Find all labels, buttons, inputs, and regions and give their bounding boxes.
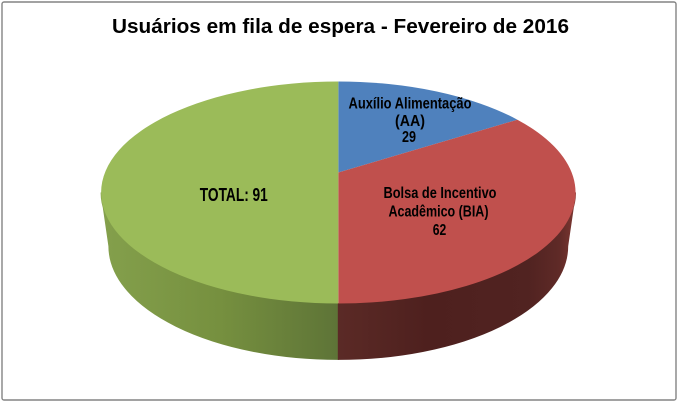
svg-text:Auxílio Alimentação: Auxílio Alimentação	[349, 96, 472, 113]
svg-text:Acadêmico (BIA): Acadêmico (BIA)	[389, 204, 489, 221]
svg-text:Bolsa de Incentivo: Bolsa de Incentivo	[384, 185, 497, 202]
svg-text:29: 29	[402, 129, 416, 146]
svg-text:(AA): (AA)	[395, 113, 425, 130]
svg-text:TOTAL: 91: TOTAL: 91	[200, 185, 268, 205]
svg-text:62: 62	[433, 222, 447, 239]
svg-text:Usuários em fila de espera - F: Usuários em fila de espera - Fevereiro d…	[112, 16, 569, 38]
